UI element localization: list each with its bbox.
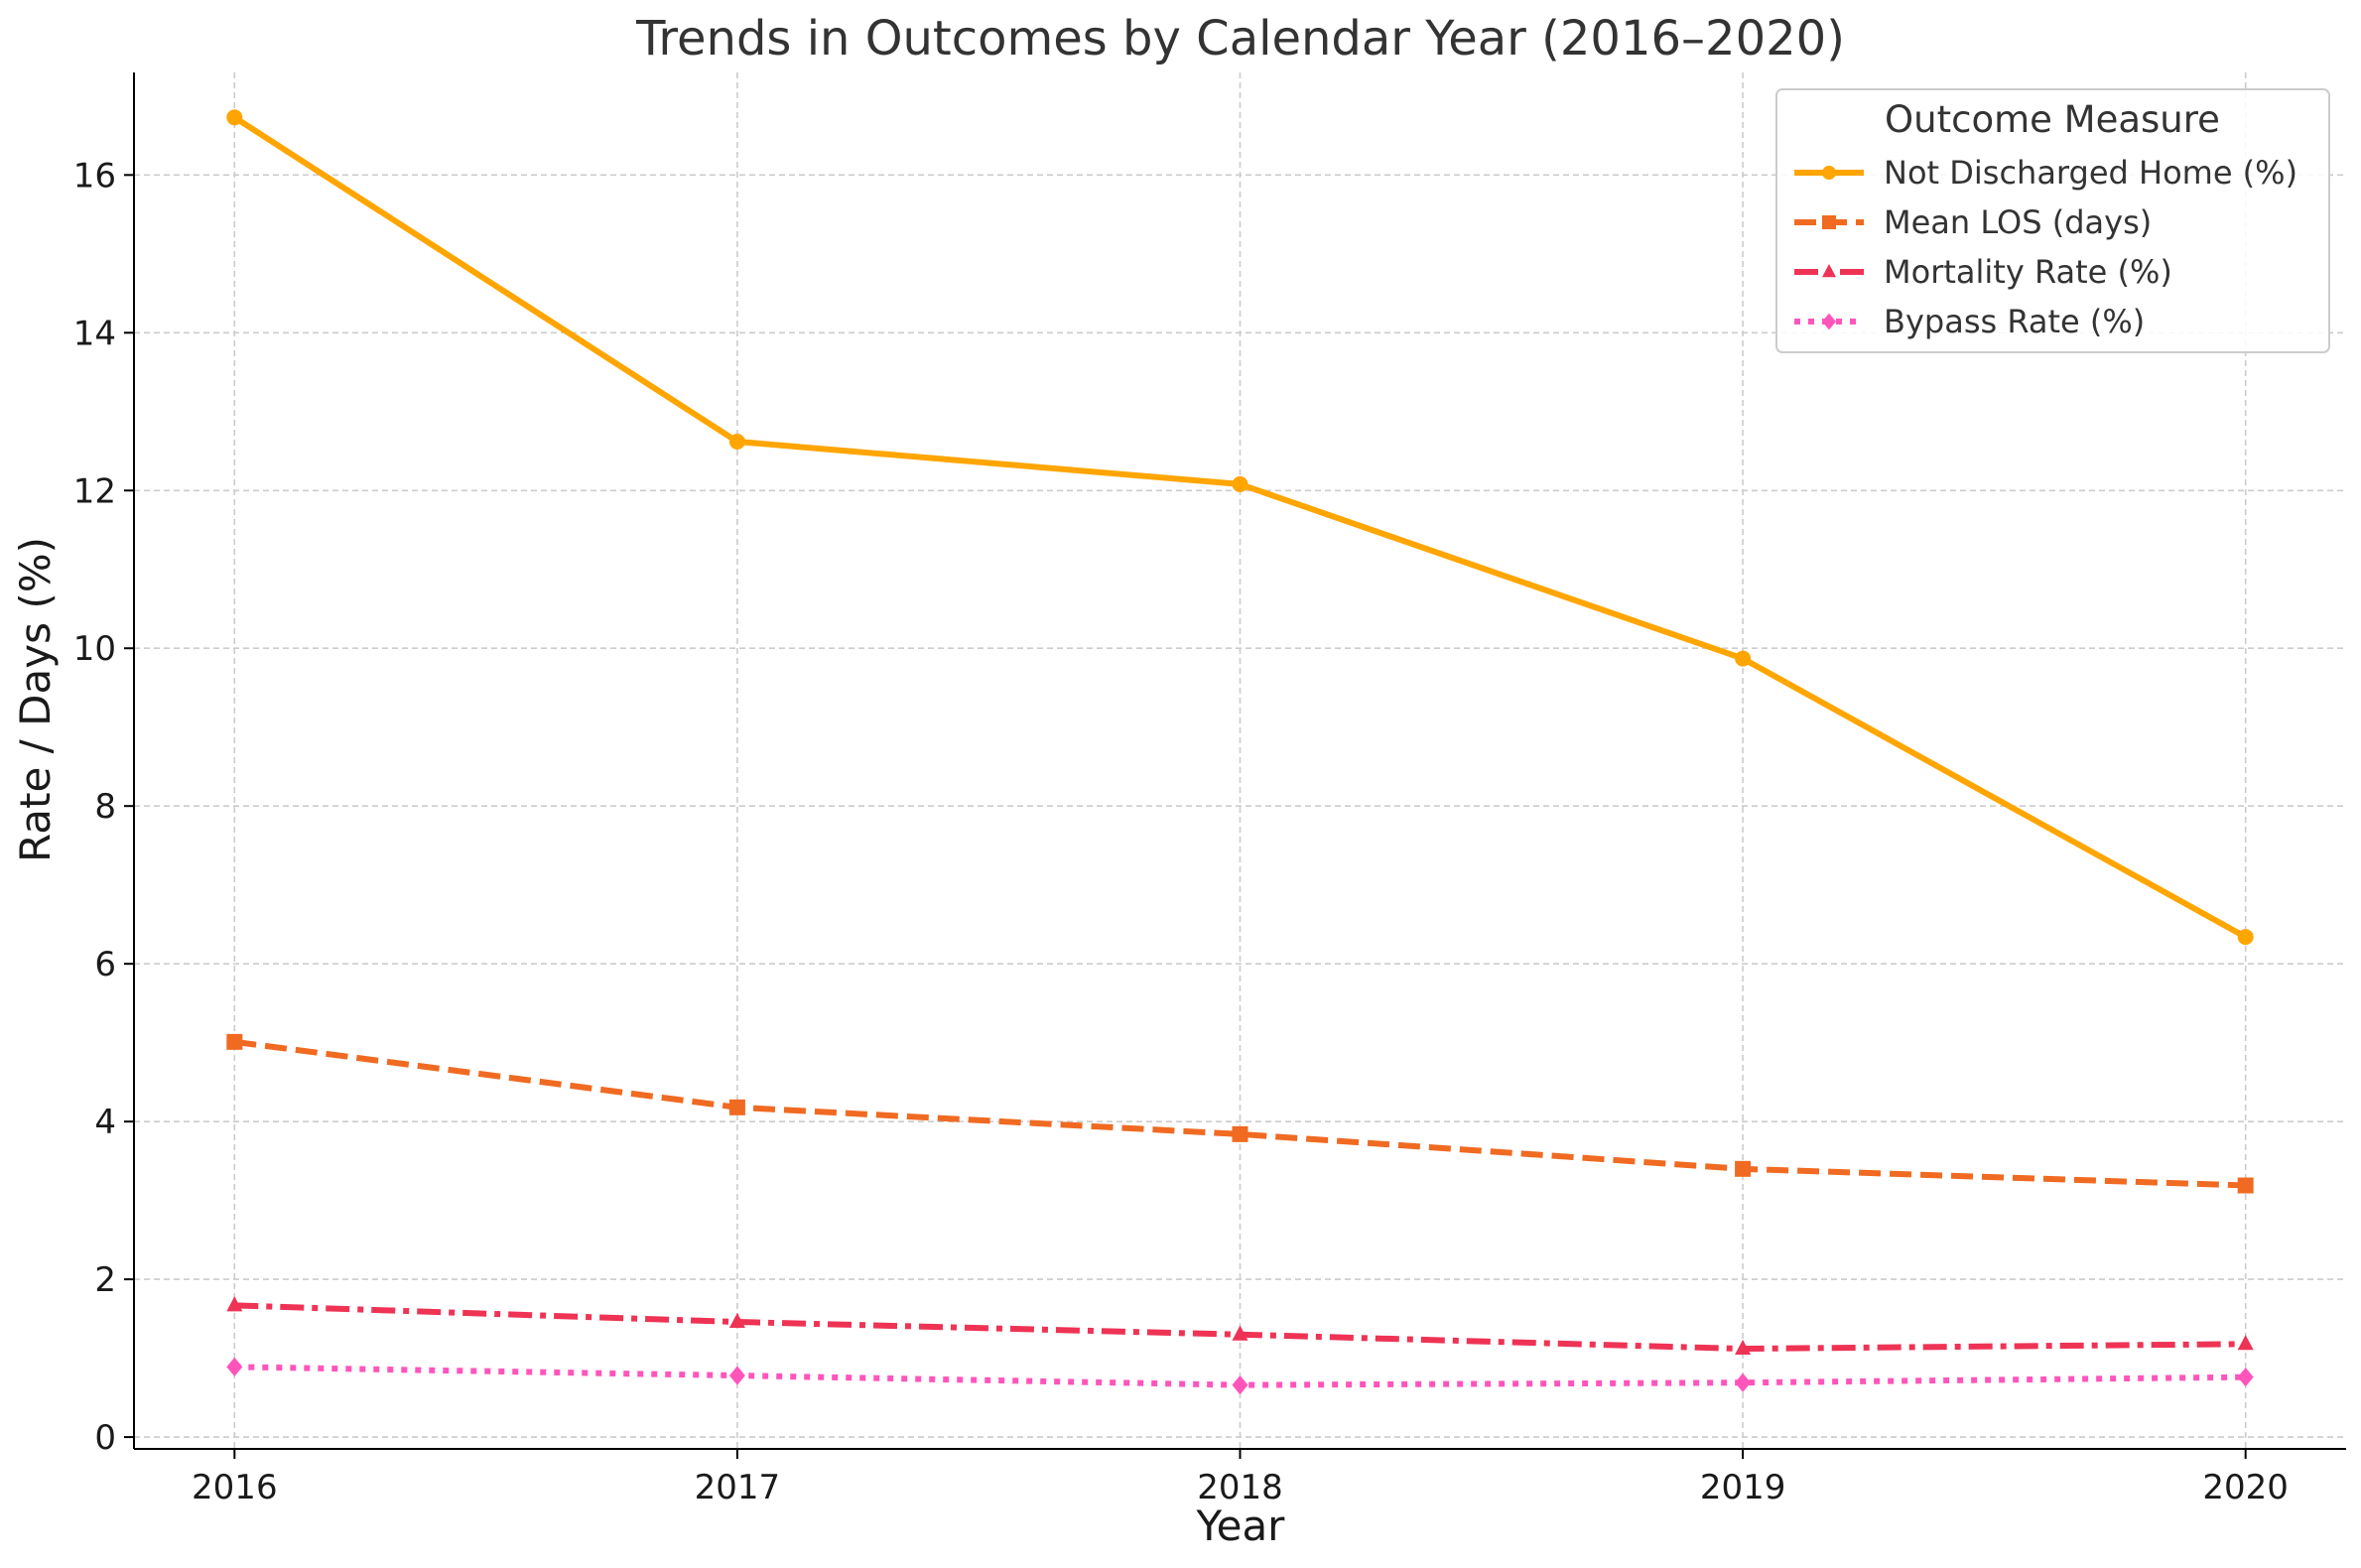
data-point — [728, 1312, 745, 1329]
legend-label-2: Mean LOS (days) — [1884, 203, 2152, 241]
legend-marker-2 — [1822, 215, 1836, 229]
data-point — [728, 433, 745, 450]
data-point — [1735, 1372, 1752, 1392]
data-point — [2237, 1335, 2254, 1351]
legend-label-3: Mortality Rate (%) — [1884, 253, 2172, 291]
y-axis-label: Rate / Days (%) — [11, 537, 60, 862]
chart-title: Trends in Outcomes by Calendar Year (201… — [635, 11, 1845, 66]
legend-label-4: Bypass Rate (%) — [1884, 303, 2145, 340]
data-point — [1735, 1160, 1752, 1177]
x-tick-label: 2018 — [1197, 1468, 1283, 1507]
data-point — [2237, 1368, 2254, 1387]
data-point — [1232, 1125, 1248, 1142]
data-point — [1232, 1375, 1248, 1395]
data-point — [226, 1296, 243, 1312]
legend-items: Not Discharged Home (%) Mean LOS (days) Mo… — [1794, 154, 2297, 340]
legend-title: Outcome Measure — [1885, 98, 2220, 141]
x-tick-label: 2017 — [695, 1468, 781, 1507]
data-point — [2237, 929, 2254, 946]
legend: Outcome Measure Not Discharged Home (%) M… — [1775, 88, 2330, 353]
y-tick-label: 0 — [94, 1418, 116, 1458]
series-line-2 — [233, 1038, 2246, 1189]
axes-layer: 2016 2017 2018 2019 2020 0 2 4 6 8 10 12 14 16 — [73, 72, 2346, 1507]
y-tick-label: 12 — [73, 471, 116, 511]
x-tick-label: 2019 — [1700, 1468, 1786, 1507]
x-axis-label: Year — [1196, 1502, 1286, 1550]
x-tick-label: 2020 — [2202, 1468, 2289, 1507]
y-tick-label: 10 — [73, 629, 116, 669]
y-tick-label: 2 — [94, 1260, 116, 1300]
y-tick-label: 16 — [73, 156, 116, 196]
legend-marker-3 — [1822, 263, 1836, 278]
y-tick-label: 4 — [94, 1103, 116, 1142]
legend-label-1: Not Discharged Home (%) — [1884, 154, 2297, 192]
data-point — [728, 1366, 745, 1385]
data-point — [1735, 650, 1752, 667]
data-point — [1232, 475, 1248, 492]
data-point — [226, 1357, 243, 1376]
data-point — [226, 109, 243, 126]
series-layer — [226, 109, 2254, 1395]
data-point — [2237, 1177, 2254, 1194]
legend-marker-1 — [1822, 166, 1836, 180]
legend-box — [1775, 88, 2330, 353]
x-tick-label: 2016 — [192, 1468, 278, 1507]
y-tick-label: 8 — [94, 787, 116, 827]
data-point — [728, 1099, 745, 1115]
grid-layer — [134, 72, 2346, 1449]
y-tick-label: 14 — [73, 314, 116, 353]
y-tick-label: 6 — [94, 945, 116, 984]
data-point — [1735, 1339, 1752, 1356]
data-point — [1232, 1325, 1248, 1341]
data-point — [226, 1033, 243, 1050]
legend-marker-4 — [1822, 313, 1836, 330]
